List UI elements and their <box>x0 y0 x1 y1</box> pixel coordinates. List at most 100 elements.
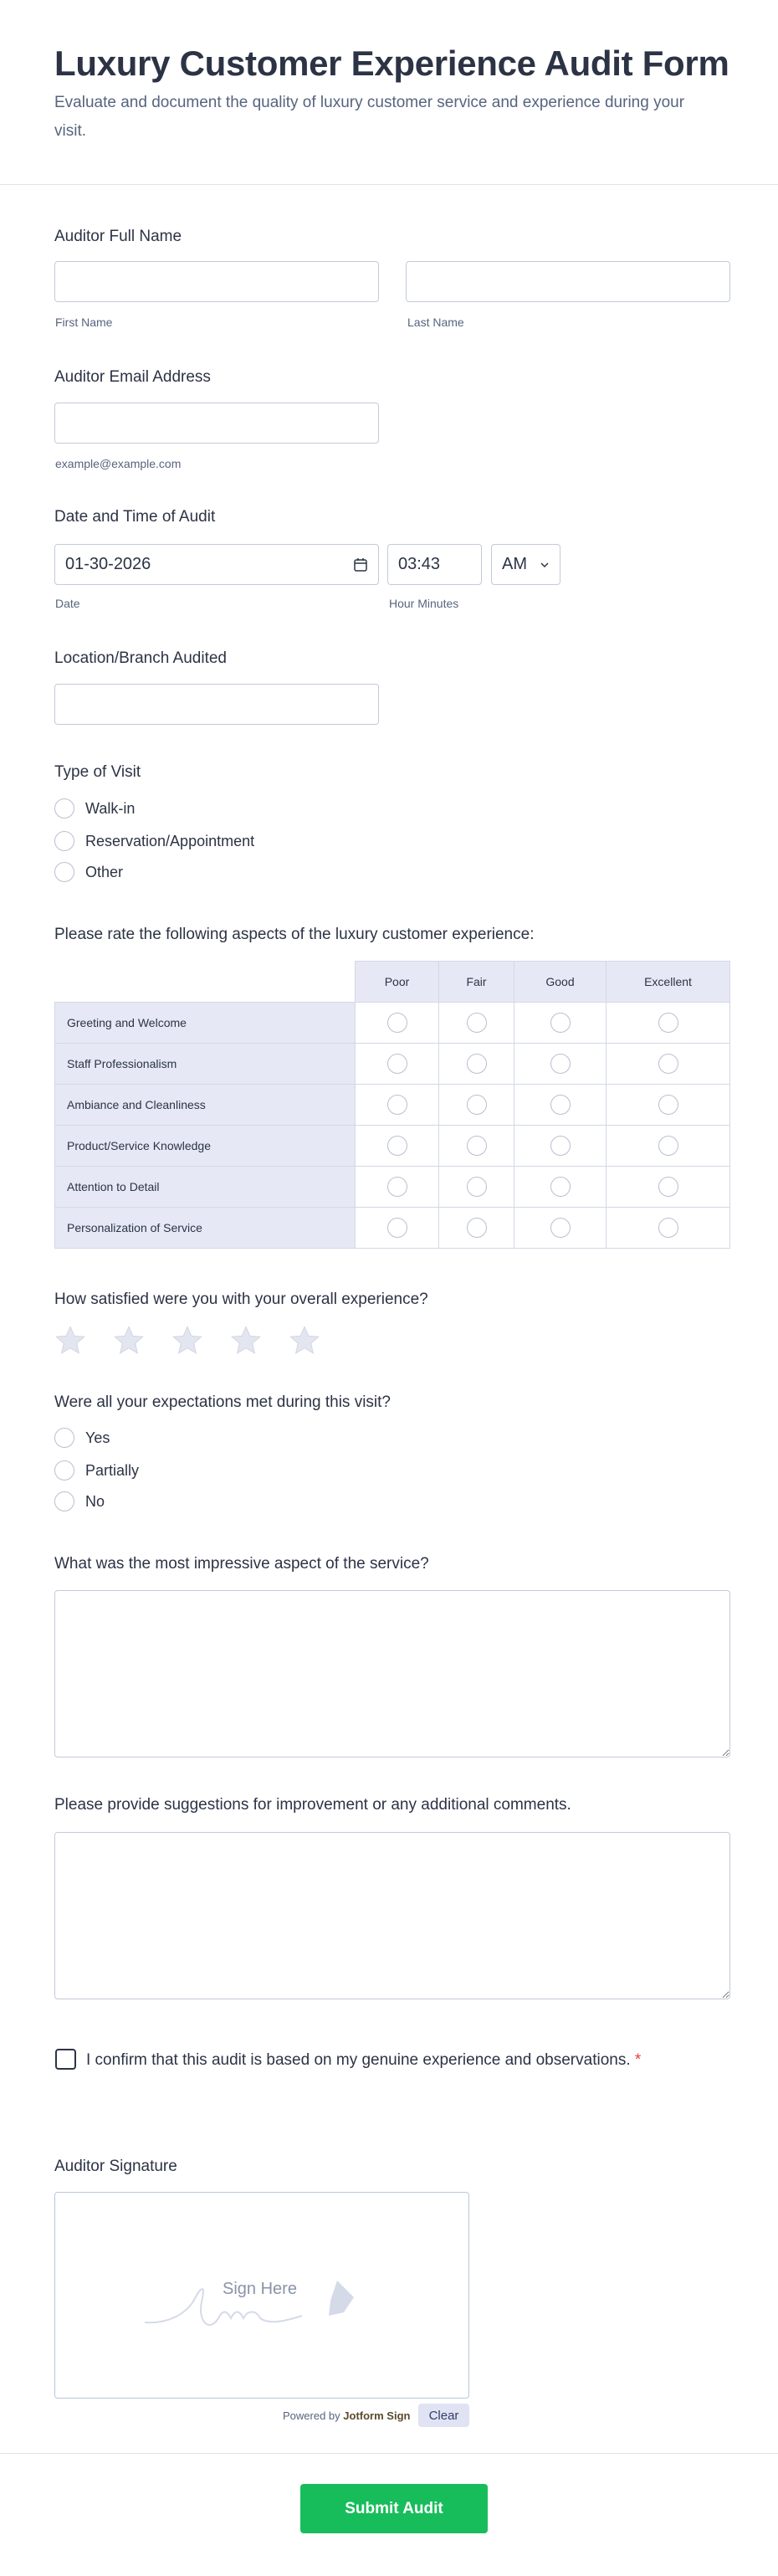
matrix-cell[interactable] <box>438 1207 514 1249</box>
matrix-radio[interactable] <box>550 1218 571 1238</box>
matrix-radio[interactable] <box>466 1136 487 1156</box>
location-label: Location/Branch Audited <box>54 649 227 667</box>
matrix-cell[interactable] <box>606 1002 730 1044</box>
matrix-radio[interactable] <box>658 1177 678 1197</box>
ampm-select[interactable]: AM <box>491 544 560 585</box>
impressive-textarea[interactable] <box>54 1590 730 1758</box>
matrix-corner <box>54 961 356 1003</box>
matrix-row: Ambiance and Cleanliness <box>54 1084 730 1126</box>
suggestions-textarea[interactable] <box>54 1832 730 1999</box>
matrix-cell[interactable] <box>355 1002 439 1044</box>
first-name-input[interactable] <box>54 261 379 302</box>
matrix-cell[interactable] <box>514 1125 607 1167</box>
matrix-cell[interactable] <box>355 1043 439 1085</box>
matrix-cell[interactable] <box>514 1043 607 1085</box>
submit-button[interactable]: Submit Audit <box>300 2484 488 2533</box>
radio-circle[interactable] <box>54 1428 74 1448</box>
visit-label: Type of Visit <box>54 763 141 781</box>
matrix-radio[interactable] <box>386 1218 407 1238</box>
matrix-radio[interactable] <box>386 1095 407 1115</box>
matrix-row-label: Personalization of Service <box>54 1207 356 1249</box>
matrix-cell[interactable] <box>514 1002 607 1044</box>
location-input[interactable] <box>54 684 379 725</box>
matrix-cell[interactable] <box>355 1125 439 1167</box>
matrix-radio[interactable] <box>550 1177 571 1197</box>
matrix-cell[interactable] <box>355 1166 439 1208</box>
full-name-label: Auditor Full Name <box>54 228 182 245</box>
radio-circle[interactable] <box>54 798 74 818</box>
powered-by-text: Powered by <box>283 2409 340 2422</box>
matrix-cell[interactable] <box>606 1125 730 1167</box>
matrix-radio[interactable] <box>658 1013 678 1033</box>
star-icon[interactable] <box>112 1324 146 1357</box>
matrix-cell[interactable] <box>514 1207 607 1249</box>
matrix-radio[interactable] <box>658 1136 678 1156</box>
signature-pad[interactable]: Sign Here <box>54 2192 469 2399</box>
radio-circle[interactable] <box>54 862 74 882</box>
matrix-cell[interactable] <box>438 1002 514 1044</box>
visit-option-walk-in[interactable]: Walk-in <box>54 798 135 818</box>
last-name-input[interactable] <box>406 261 730 302</box>
matrix-cell[interactable] <box>606 1207 730 1249</box>
matrix-radio[interactable] <box>550 1054 571 1074</box>
matrix-col-header: Good <box>514 961 607 1003</box>
matrix-radio[interactable] <box>386 1136 407 1156</box>
matrix-cell[interactable] <box>355 1084 439 1126</box>
divider <box>0 184 778 185</box>
matrix-row-label: Product/Service Knowledge <box>54 1125 356 1167</box>
matrix-cell[interactable] <box>438 1166 514 1208</box>
radio-circle[interactable] <box>54 831 74 851</box>
matrix-cell[interactable] <box>438 1125 514 1167</box>
date-value: 01-30-2026 <box>65 555 151 573</box>
option-label: Yes <box>85 1429 110 1446</box>
matrix-cell[interactable] <box>514 1084 607 1126</box>
matrix-radio[interactable] <box>386 1054 407 1074</box>
date-sublabel: Date <box>55 597 80 610</box>
date-input[interactable]: 01-30-2026 <box>54 544 379 585</box>
expectations-option-yes[interactable]: Yes <box>54 1428 110 1448</box>
time-input[interactable]: 03:43 <box>387 544 482 585</box>
matrix-cell[interactable] <box>606 1084 730 1126</box>
matrix-cell[interactable] <box>606 1166 730 1208</box>
radio-circle[interactable] <box>54 1460 74 1480</box>
star-icon[interactable] <box>288 1324 321 1357</box>
matrix-cell[interactable] <box>438 1084 514 1126</box>
matrix-radio[interactable] <box>466 1177 487 1197</box>
confirm-text: I confirm that this audit is based on my… <box>54 2047 657 2074</box>
matrix-row: Greeting and Welcome <box>54 1002 730 1044</box>
matrix-radio[interactable] <box>550 1095 571 1115</box>
star-icon[interactable] <box>229 1324 263 1357</box>
matrix-radio[interactable] <box>550 1136 571 1156</box>
matrix-radio[interactable] <box>466 1095 487 1115</box>
matrix-cell[interactable] <box>606 1043 730 1085</box>
expectations-option-partially[interactable]: Partially <box>54 1460 139 1480</box>
visit-option-other[interactable]: Other <box>54 862 123 882</box>
matrix-row-label: Staff Professionalism <box>54 1043 356 1085</box>
option-label: Reservation/Appointment <box>85 832 255 849</box>
matrix-cell[interactable] <box>438 1043 514 1085</box>
first-name-sublabel: First Name <box>55 316 113 329</box>
matrix-radio[interactable] <box>466 1054 487 1074</box>
rating-matrix: Poor Fair Good Excellent Greeting and We… <box>54 961 730 1249</box>
star-icon[interactable] <box>54 1324 87 1357</box>
matrix-radio[interactable] <box>658 1054 678 1074</box>
matrix-cell[interactable] <box>355 1207 439 1249</box>
email-input[interactable] <box>54 403 379 444</box>
matrix-radio[interactable] <box>550 1013 571 1033</box>
matrix-radio[interactable] <box>386 1177 407 1197</box>
confirm-checkbox[interactable] <box>55 2049 76 2070</box>
visit-option-reservation[interactable]: Reservation/Appointment <box>54 831 254 851</box>
clear-signature-button[interactable]: Clear <box>418 2404 469 2427</box>
matrix-cell[interactable] <box>514 1166 607 1208</box>
matrix-radio[interactable] <box>658 1218 678 1238</box>
star-icon[interactable] <box>171 1324 204 1357</box>
matrix-row: Attention to Detail <box>54 1166 730 1208</box>
matrix-radio[interactable] <box>386 1013 407 1033</box>
email-label: Auditor Email Address <box>54 368 211 386</box>
matrix-radio[interactable] <box>466 1013 487 1033</box>
matrix-radio[interactable] <box>466 1218 487 1238</box>
calendar-icon[interactable] <box>353 557 368 572</box>
expectations-option-no[interactable]: No <box>54 1491 105 1511</box>
matrix-radio[interactable] <box>658 1095 678 1115</box>
radio-circle[interactable] <box>54 1491 74 1511</box>
